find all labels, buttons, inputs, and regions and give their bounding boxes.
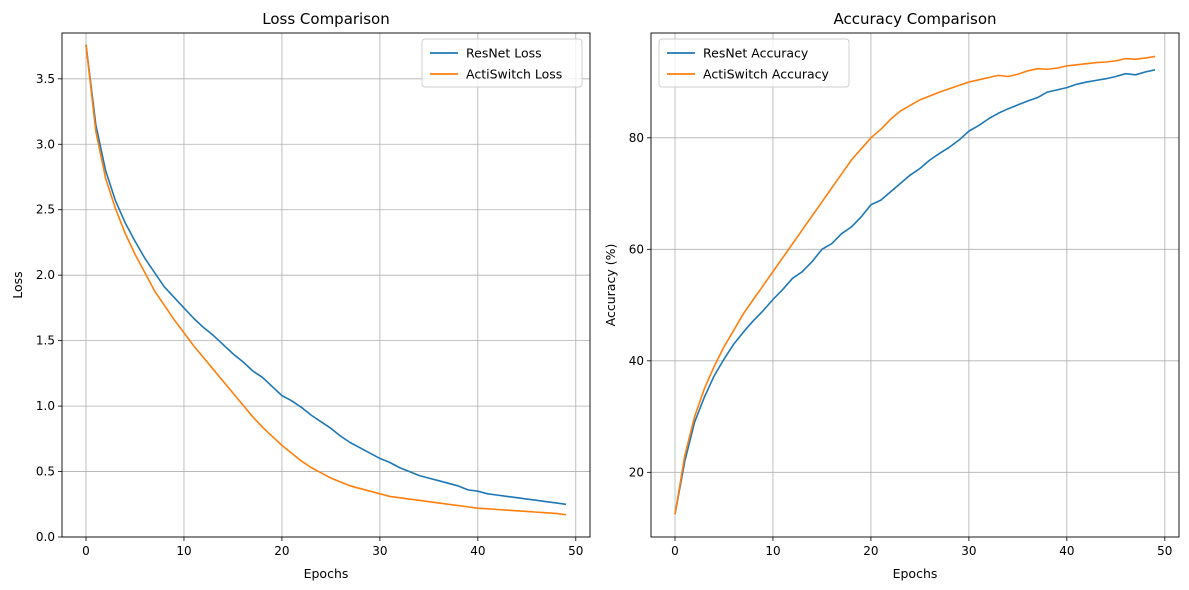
axes-frame [61, 32, 591, 538]
axes-frame [650, 32, 1180, 538]
loss-chart-title: Loss Comparison [262, 10, 389, 28]
y-tick-label: 80 [629, 131, 644, 145]
x-tick-label: 20 [863, 544, 878, 558]
y-tick-label: 3.0 [36, 137, 55, 151]
x-tick-label: 20 [274, 544, 289, 558]
legend-box [658, 38, 850, 88]
y-axis-label: Loss [10, 271, 25, 298]
legend-label-1: ActiSwitch Accuracy [703, 67, 830, 82]
x-tick-label: 10 [176, 544, 191, 558]
legend: ResNet Accuracy ActiSwitch Accuracy [658, 38, 850, 88]
series-line-0 [85, 44, 567, 506]
x-tick-label: 50 [568, 544, 583, 558]
accuracy-chart-title: Accuracy Comparison [833, 10, 996, 28]
y-tick-label: 40 [629, 354, 644, 368]
y-tick-label: 60 [629, 242, 644, 256]
x-axis-label: Epochs [304, 566, 349, 581]
y-tick-label: 20 [629, 465, 644, 479]
y-tick-label: 1.5 [36, 334, 55, 348]
y-tick-label: 3.5 [36, 72, 55, 86]
series-line-1 [674, 55, 1156, 515]
legend-label-0: ResNet Loss [466, 46, 542, 61]
series-line-0 [674, 69, 1156, 515]
legend-box [421, 38, 583, 88]
series-line-1 [85, 44, 567, 516]
loss-panel: 0 10 20 30 40 50 0.0 0.5 1.0 1.5 2.0 2.5 3.0 3.5 Loss … [10, 10, 591, 581]
x-tick-label: 40 [1059, 544, 1074, 558]
x-tick-label: 50 [1157, 544, 1172, 558]
legend-label-0: ResNet Accuracy [703, 46, 809, 61]
y-tick-label: 2.0 [36, 268, 55, 282]
y-tick-label: 0.0 [36, 530, 55, 544]
x-tick-label: 10 [765, 544, 780, 558]
y-tick-label: 1.0 [36, 399, 55, 413]
x-tick-label: 0 [671, 544, 679, 558]
x-tick-label: 30 [961, 544, 976, 558]
y-axis-label: Accuracy (%) [603, 244, 618, 327]
x-tick-label: 40 [470, 544, 485, 558]
x-tick-label: 30 [372, 544, 387, 558]
x-tick-label: 0 [82, 544, 90, 558]
y-tick-label: 0.5 [36, 465, 55, 479]
legend-label-1: ActiSwitch Loss [466, 67, 562, 82]
accuracy-panel: 0 10 20 30 40 50 20 40 60 80 Accuracy Comparison Ep… [603, 10, 1180, 581]
legend: ResNet Loss ActiSwitch Loss [421, 38, 583, 88]
x-axis-label: Epochs [893, 566, 938, 581]
y-tick-label: 2.5 [36, 203, 55, 217]
